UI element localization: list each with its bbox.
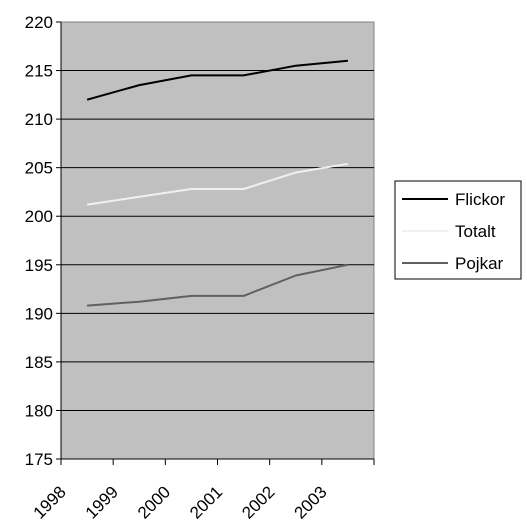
series-line-pojkar <box>87 263 349 307</box>
y-tick-label-200: 200 <box>25 207 53 226</box>
x-tick-label-2000: 2000 <box>134 482 174 522</box>
gridlines <box>61 70 374 411</box>
y-tick-label-180: 180 <box>25 401 53 420</box>
y-tick-label-205: 205 <box>25 159 53 178</box>
x-tick-label-2001: 2001 <box>186 482 226 522</box>
y-tick-label-185: 185 <box>25 353 53 372</box>
plot-area <box>60 21 375 460</box>
y-tick-label-175: 175 <box>25 450 53 469</box>
y-tick-label-220: 220 <box>25 13 53 32</box>
y-tick-label-215: 215 <box>25 62 53 81</box>
legend-label-pojkar: Pojkar <box>455 254 504 273</box>
x-tick-label-1998: 1998 <box>30 482 70 522</box>
series-line-totalt <box>86 162 349 206</box>
legend-label-totalt: Totalt <box>455 222 496 241</box>
series-line-flickor <box>86 59 348 101</box>
x-tick-label-2002: 2002 <box>238 482 278 522</box>
y-tick-label-195: 195 <box>25 256 53 275</box>
y-tick-label-210: 210 <box>25 110 53 129</box>
legend: Flickor Totalt Pojkar <box>394 180 522 280</box>
series-lines <box>86 59 349 307</box>
y-tick-label-190: 190 <box>25 304 53 323</box>
legend-label-flickor: Flickor <box>455 190 505 209</box>
x-tick-label-1999: 1999 <box>82 482 122 522</box>
x-tick-label-2003: 2003 <box>290 482 330 522</box>
